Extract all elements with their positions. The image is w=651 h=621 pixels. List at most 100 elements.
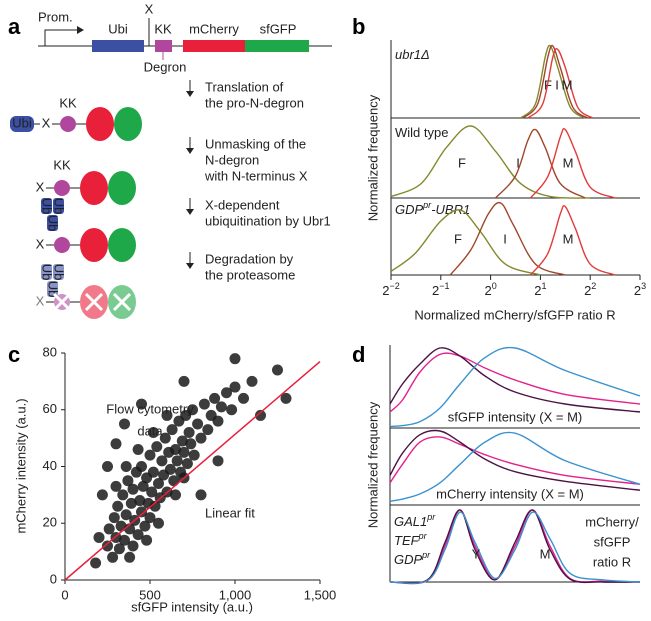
scatter-point xyxy=(159,432,171,444)
ubi-tag xyxy=(10,116,34,132)
ub-tag xyxy=(41,264,52,280)
scatter-point xyxy=(202,424,214,436)
scatter-point xyxy=(147,466,159,478)
y-tick-label: 80 xyxy=(43,344,57,359)
tick-base: 2 xyxy=(584,283,591,298)
scatter-point xyxy=(102,540,113,552)
fit-label: Linear fit xyxy=(205,505,255,520)
x-tick-label: 21 xyxy=(534,281,546,298)
scatter-point xyxy=(136,461,147,472)
mcherry-box xyxy=(183,40,245,52)
scatter-point xyxy=(120,461,132,472)
sfgfp-barrel xyxy=(114,107,142,141)
subpanel-title: GDPpr-UBR1 xyxy=(395,200,470,217)
annotation: Flow cytometry xyxy=(106,401,194,416)
legend-entry-part: GAL1 xyxy=(394,514,427,529)
x-residue: X xyxy=(36,293,45,308)
scatter-point xyxy=(192,418,204,430)
scatter-point xyxy=(176,435,188,447)
curve-label: F xyxy=(454,231,462,246)
scatter-point xyxy=(102,461,113,472)
tick-base: 2 xyxy=(634,283,641,298)
x-tick-label: 1,000 xyxy=(219,587,252,602)
sfgfp-barrel xyxy=(108,228,136,262)
panel-label: a xyxy=(8,14,21,39)
scatter-point xyxy=(141,534,153,546)
legend-entry: GAL1pr xyxy=(394,512,436,529)
cross xyxy=(84,292,104,312)
x-residue: X xyxy=(42,115,51,130)
y-axis-title: Normalized frequency xyxy=(365,94,380,221)
density-curve xyxy=(389,511,641,585)
ub-label: Ub xyxy=(40,264,55,281)
scatter-point xyxy=(132,529,144,541)
scatter-point xyxy=(185,438,197,450)
tick-base: 2 xyxy=(382,283,389,298)
subpanel-caption: ratio R xyxy=(593,554,631,569)
ubi-tag-label: Ubi xyxy=(12,115,32,130)
scatter-point xyxy=(212,455,224,467)
tick-base: 2 xyxy=(534,283,541,298)
legend-entry: GDPpr xyxy=(394,550,431,567)
subpanel-title-part: ubr1Δ xyxy=(395,47,430,62)
legend-entry-part: TEF xyxy=(394,533,420,548)
step-text: Unmasking of the xyxy=(205,136,306,151)
ub-tag xyxy=(41,198,52,214)
density-curve xyxy=(389,429,641,491)
scatter-point xyxy=(146,486,158,498)
ubi-label: Ubi xyxy=(108,21,128,36)
scatter-point xyxy=(153,478,164,490)
subpanel-caption: mCherry intensity (X = M) xyxy=(436,486,584,501)
subpanel-caption: sfGFP xyxy=(594,534,631,549)
scatter-point xyxy=(280,392,292,404)
scatter-point xyxy=(139,520,151,532)
legend-entry-part: pr xyxy=(426,512,436,522)
subpanel-title-part: Wild type xyxy=(395,125,448,140)
scatter-point xyxy=(110,438,122,450)
tick-exponent: −1 xyxy=(439,281,449,291)
scatter-point xyxy=(96,489,108,501)
scatter-point xyxy=(137,480,149,492)
subpanel-title: Wild type xyxy=(395,125,448,140)
legend-entry-part: GDP xyxy=(394,552,423,567)
ub-label: Ub xyxy=(52,264,67,281)
scatter-point xyxy=(132,443,144,455)
sfgfp-box xyxy=(245,40,309,52)
scatter-point xyxy=(144,512,156,524)
x-tick-label: 20 xyxy=(484,281,496,298)
density-curve xyxy=(522,44,589,119)
tick-exponent: 3 xyxy=(641,281,646,291)
kk-residues: KK xyxy=(53,157,71,172)
density-curve xyxy=(389,509,641,585)
step-text: N-degron xyxy=(205,152,259,167)
scatter-point xyxy=(170,489,181,501)
scatter-point xyxy=(156,455,168,467)
y-axis-title: Normalized frequency xyxy=(365,401,380,528)
scatter-point xyxy=(149,500,161,512)
density-curve xyxy=(390,209,541,276)
mcherry-label: mCherry xyxy=(189,21,239,36)
scatter-point xyxy=(103,523,115,535)
mcherry-barrel xyxy=(80,228,108,262)
density-curve xyxy=(389,347,641,413)
scatter-point xyxy=(188,449,200,461)
scatter-point xyxy=(215,401,227,413)
scatter-point xyxy=(198,398,210,410)
scatter-point xyxy=(272,364,283,376)
scatter-point xyxy=(187,404,198,416)
x-label: X xyxy=(145,1,154,16)
step-arrowhead xyxy=(186,209,194,215)
ub-label: Ub xyxy=(40,198,55,215)
ub-label: Ub xyxy=(52,198,67,215)
scatter-point xyxy=(209,392,221,404)
tick-exponent: 2 xyxy=(591,281,596,291)
scatter-point xyxy=(119,418,130,430)
x-residue: X xyxy=(36,236,45,251)
density-curve xyxy=(449,201,566,276)
curve-label: F xyxy=(458,155,466,170)
curve-label: I xyxy=(503,231,507,246)
scatter-point xyxy=(124,551,136,563)
mcherry-barrel xyxy=(86,107,114,141)
